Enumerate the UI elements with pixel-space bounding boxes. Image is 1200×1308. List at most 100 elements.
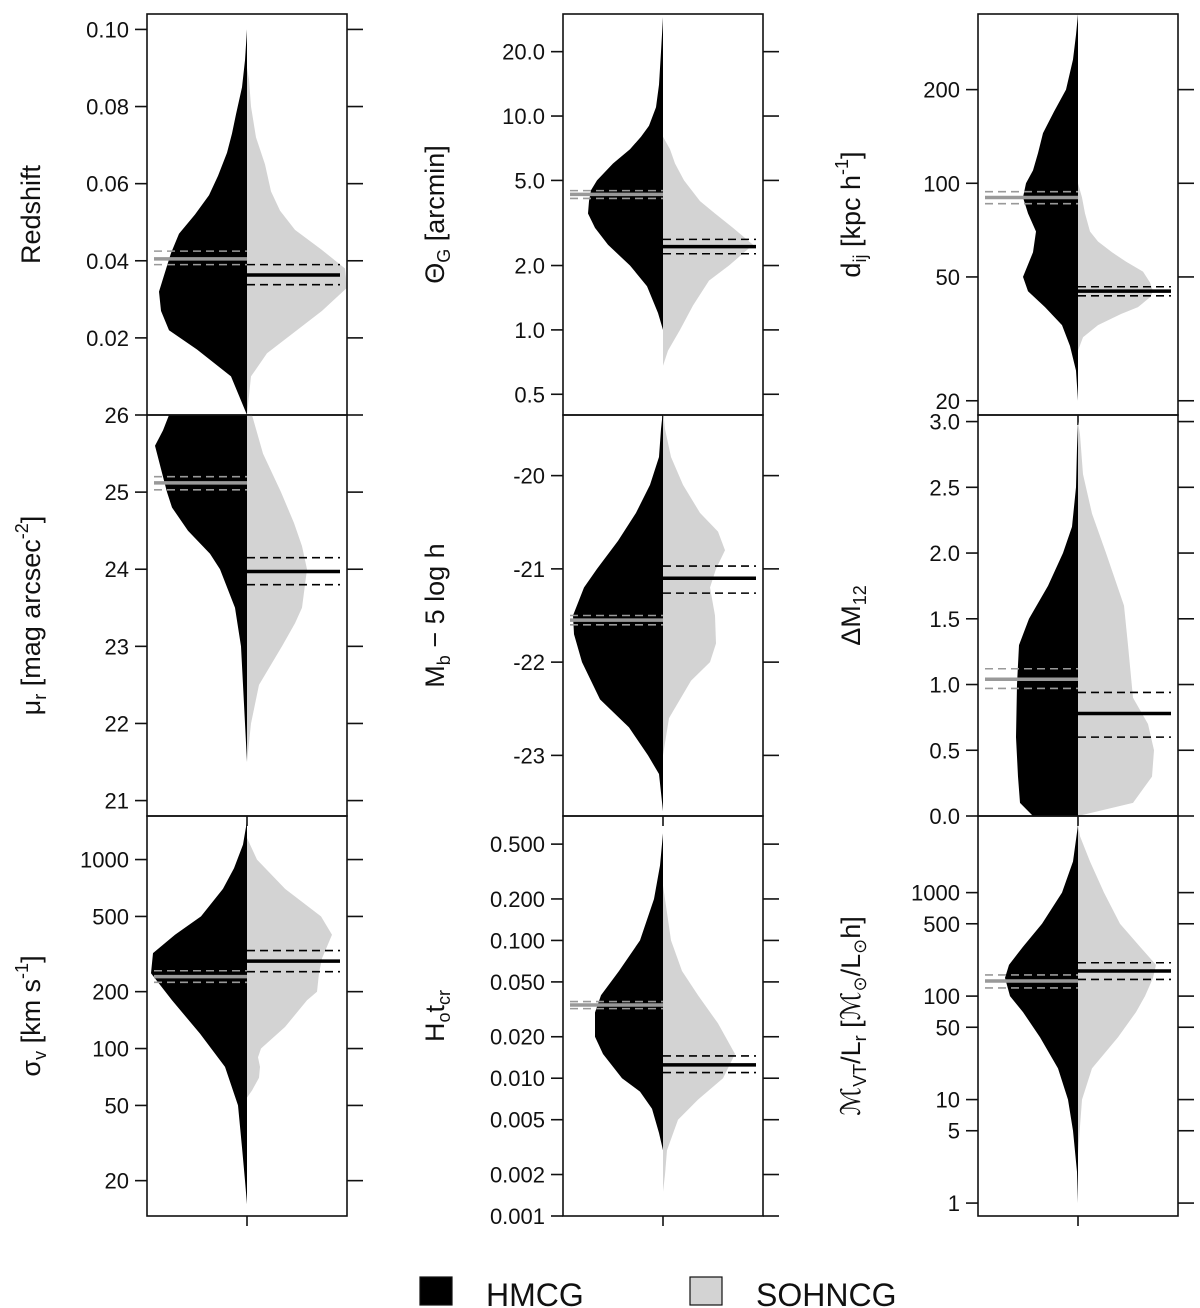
y-tick-label: 0.5 (929, 738, 960, 763)
y-tick-label: 200 (923, 78, 960, 103)
y-tick-label: 2.0 (514, 254, 545, 279)
violins (588, 17, 753, 366)
y-tick-label: 0.001 (490, 1204, 545, 1229)
hmcg-violin (588, 17, 663, 330)
sohncg-violin (1078, 421, 1154, 816)
panel-h-tcr: 0.001 0.002 0.005 0.010 0.020 0.050 0.100 0.200… (420, 815, 779, 1229)
y-tick-label: 22 (105, 711, 129, 736)
sohncg-violin (247, 67, 347, 415)
y-tick-label: 1000 (80, 848, 129, 873)
violins (159, 29, 347, 415)
y-tick-label: 0.5 (514, 382, 545, 407)
y-axis-label: Hotcr (420, 990, 454, 1042)
y-tick-label: 500 (92, 904, 129, 929)
y-tick-label: -21 (513, 557, 545, 582)
y-tick-label: 10 (936, 1088, 960, 1113)
legend: HMCG SOHNCG (419, 1276, 896, 1308)
panel-mu-r: 21 22 23 24 25 26 μr [mag arcsec-2] (12, 403, 363, 826)
violins (573, 415, 725, 812)
violins (1023, 14, 1153, 401)
y-tick-label: 25 (105, 480, 129, 505)
sohncg-violin (1078, 183, 1153, 351)
y-tick-label: 100 (923, 984, 960, 1009)
panel-m-b: -23 -22 -21 -20 Mb − 5 log h (420, 414, 779, 826)
sohncg-violin (663, 136, 753, 366)
y-tick-label: 0.500 (490, 832, 545, 857)
y-tick-label: 0.0 (929, 804, 960, 829)
y-tick-label: 5.0 (514, 168, 545, 193)
y-tick-label: 50 (105, 1093, 129, 1118)
panel-mass-to-light: 1 5 10 50 100 500 1000 ℳVT/Lr [ℳ⊙/L⊙h] (836, 815, 1194, 1226)
violins (1005, 825, 1156, 1204)
y-tick-label: 26 (105, 403, 129, 428)
y-tick-label: 500 (923, 912, 960, 937)
violins (155, 415, 307, 763)
y-tick-label: -20 (513, 464, 545, 489)
y-tick-label: 24 (105, 557, 129, 582)
y-tick-label: 0.010 (490, 1066, 545, 1091)
y-tick-label: 50 (936, 265, 960, 290)
y-axis-label: μr [mag arcsec-2] (12, 516, 50, 716)
y-tick-label: 0.04 (86, 249, 129, 274)
y-tick-label: 5 (948, 1119, 960, 1144)
y-axis-label: Redshift (16, 164, 46, 264)
y-tick-label: 20 (105, 1169, 129, 1194)
y-axis-label: dij [kpc h-1] (832, 151, 870, 277)
y-tick-label: 0.050 (490, 970, 545, 995)
hmcg-violin (573, 415, 663, 812)
y-tick-label: 1.0 (929, 673, 960, 698)
y-tick-label: 0.002 (490, 1163, 545, 1188)
y-axis-label: σv [km s-1] (12, 955, 50, 1076)
y-tick-label: 2.0 (929, 541, 960, 566)
legend-swatch-sohncg (689, 1276, 723, 1306)
violins (595, 833, 735, 1192)
y-tick-label: 1.5 (929, 607, 960, 632)
y-tick-label: 0.020 (490, 1025, 545, 1050)
y-tick-label: 0.10 (86, 17, 129, 42)
hmcg-violin (159, 29, 247, 415)
sohncg-violin (663, 415, 725, 756)
legend-label-sohncg: SOHNCG (756, 1277, 896, 1308)
violins (1016, 421, 1154, 816)
violins (151, 820, 332, 1205)
y-tick-label: 0.02 (86, 326, 129, 351)
hmcg-violin (1016, 421, 1078, 816)
y-tick-label: 0.08 (86, 95, 129, 120)
y-axis-label: ΔM12 (836, 585, 870, 646)
y-tick-label: 10.0 (502, 104, 545, 129)
sohncg-violin (663, 885, 735, 1192)
y-tick-label: -22 (513, 650, 545, 675)
sohncg-violin (247, 415, 307, 763)
y-tick-label: 0.100 (490, 928, 545, 953)
panel-delta-m12: 0.0 0.5 1.0 1.5 2.0 2.5 3.0 ΔM12 (836, 410, 1194, 829)
y-tick-label: 200 (92, 980, 129, 1005)
sohncg-violin (1078, 825, 1156, 1154)
y-axis-label: Mb − 5 log h (420, 543, 454, 687)
y-tick-label: 23 (105, 634, 129, 659)
legend-label-hmcg: HMCG (486, 1277, 584, 1308)
y-axis-label: ΘG [arcmin] (420, 145, 454, 284)
y-tick-label: 0.005 (490, 1108, 545, 1133)
legend-swatch-hmcg (419, 1276, 453, 1306)
y-axis-label: ℳVT/Lr [ℳ⊙/L⊙h] (836, 916, 870, 1116)
y-tick-label: 21 (105, 789, 129, 814)
panel-d-ij: 20 50 100 200 dij [kpc h-1] (832, 13, 1194, 425)
y-tick-label: 0.200 (490, 887, 545, 912)
y-tick-label: 20.0 (502, 40, 545, 65)
panel-theta-g: 0.5 1.0 2.0 5.0 10.0 20.0 ΘG [arcmin] (420, 13, 779, 425)
hmcg-violin (1023, 14, 1078, 401)
y-tick-label: 20 (936, 389, 960, 414)
hmcg-violin (151, 820, 247, 1205)
y-tick-label: 1.0 (514, 318, 545, 343)
panel-redshift: 0.02 0.04 0.06 0.08 0.10 Redshift (16, 13, 363, 425)
panel-sigma-v: 20 50 100 200 500 1000 σv [km s-1] (12, 815, 363, 1226)
y-tick-label: 1000 (911, 881, 960, 906)
y-tick-label: 1 (948, 1191, 960, 1216)
y-tick-label: 50 (936, 1015, 960, 1040)
y-tick-label: -23 (513, 743, 545, 768)
y-tick-label: 100 (923, 171, 960, 196)
y-tick-label: 100 (92, 1037, 129, 1062)
sohncg-violin (247, 838, 332, 1098)
y-tick-label: 2.5 (929, 475, 960, 500)
